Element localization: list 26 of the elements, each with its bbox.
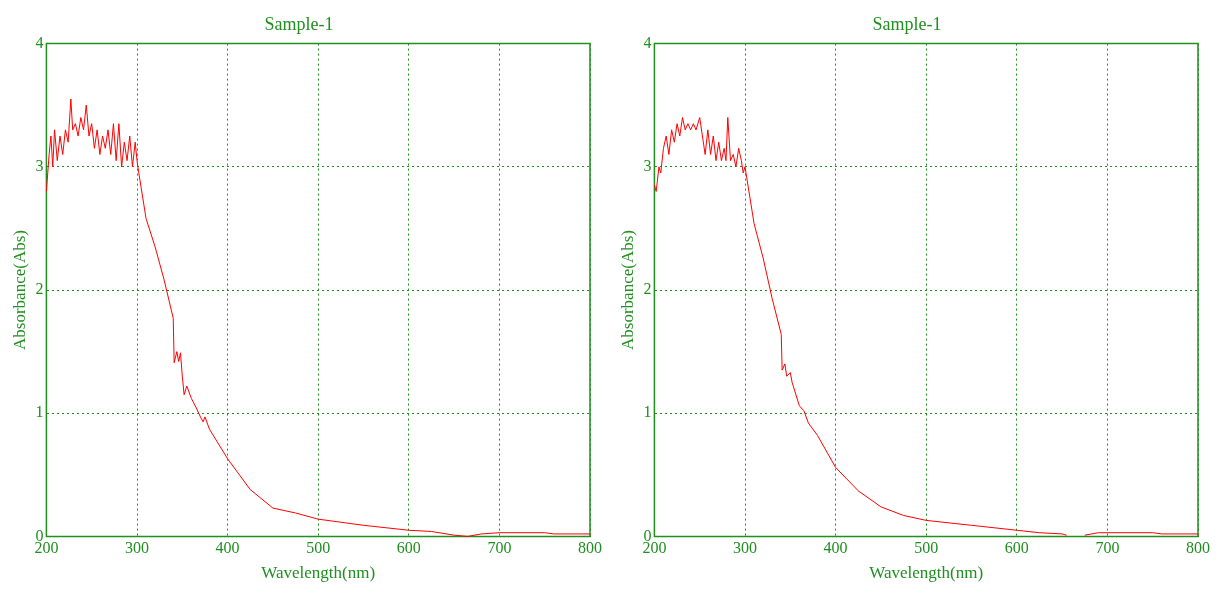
x-axis-title: Wavelength(nm) bbox=[869, 563, 984, 583]
y-tick-label: 3 bbox=[643, 157, 652, 174]
y-tick-label: 2 bbox=[35, 280, 44, 298]
x-tick-label: 800 bbox=[578, 539, 602, 557]
x-tick-label: 700 bbox=[1095, 539, 1120, 557]
x-tick-label: 600 bbox=[1004, 539, 1029, 557]
x-tick-label: 300 bbox=[733, 539, 757, 557]
y-tick-label: 4 bbox=[35, 33, 44, 51]
y-axis-title: Absorbance(Abs) bbox=[9, 230, 29, 350]
y-tick-label: 4 bbox=[643, 33, 652, 51]
y-tick-label: 1 bbox=[643, 403, 652, 421]
x-tick-label: 300 bbox=[125, 539, 149, 557]
x-axis-title: Wavelength(nm) bbox=[261, 563, 376, 583]
x-tick-label: 600 bbox=[396, 539, 421, 557]
x-tick-label: 500 bbox=[306, 539, 331, 557]
chart-title: Sample-1 bbox=[264, 13, 334, 34]
x-tick-label: 800 bbox=[1186, 539, 1210, 557]
x-tick-label: 500 bbox=[914, 539, 939, 557]
x-tick-label: 700 bbox=[487, 539, 512, 557]
y-tick-label: 2 bbox=[643, 280, 652, 298]
y-tick-label: 1 bbox=[35, 403, 44, 421]
y-tick-label: 3 bbox=[35, 157, 44, 174]
x-tick-label: 400 bbox=[823, 539, 848, 557]
chart-title: Sample-1 bbox=[872, 13, 942, 34]
y-axis-title: Absorbance(Abs) bbox=[617, 230, 637, 350]
x-tick-label: 400 bbox=[215, 539, 240, 557]
